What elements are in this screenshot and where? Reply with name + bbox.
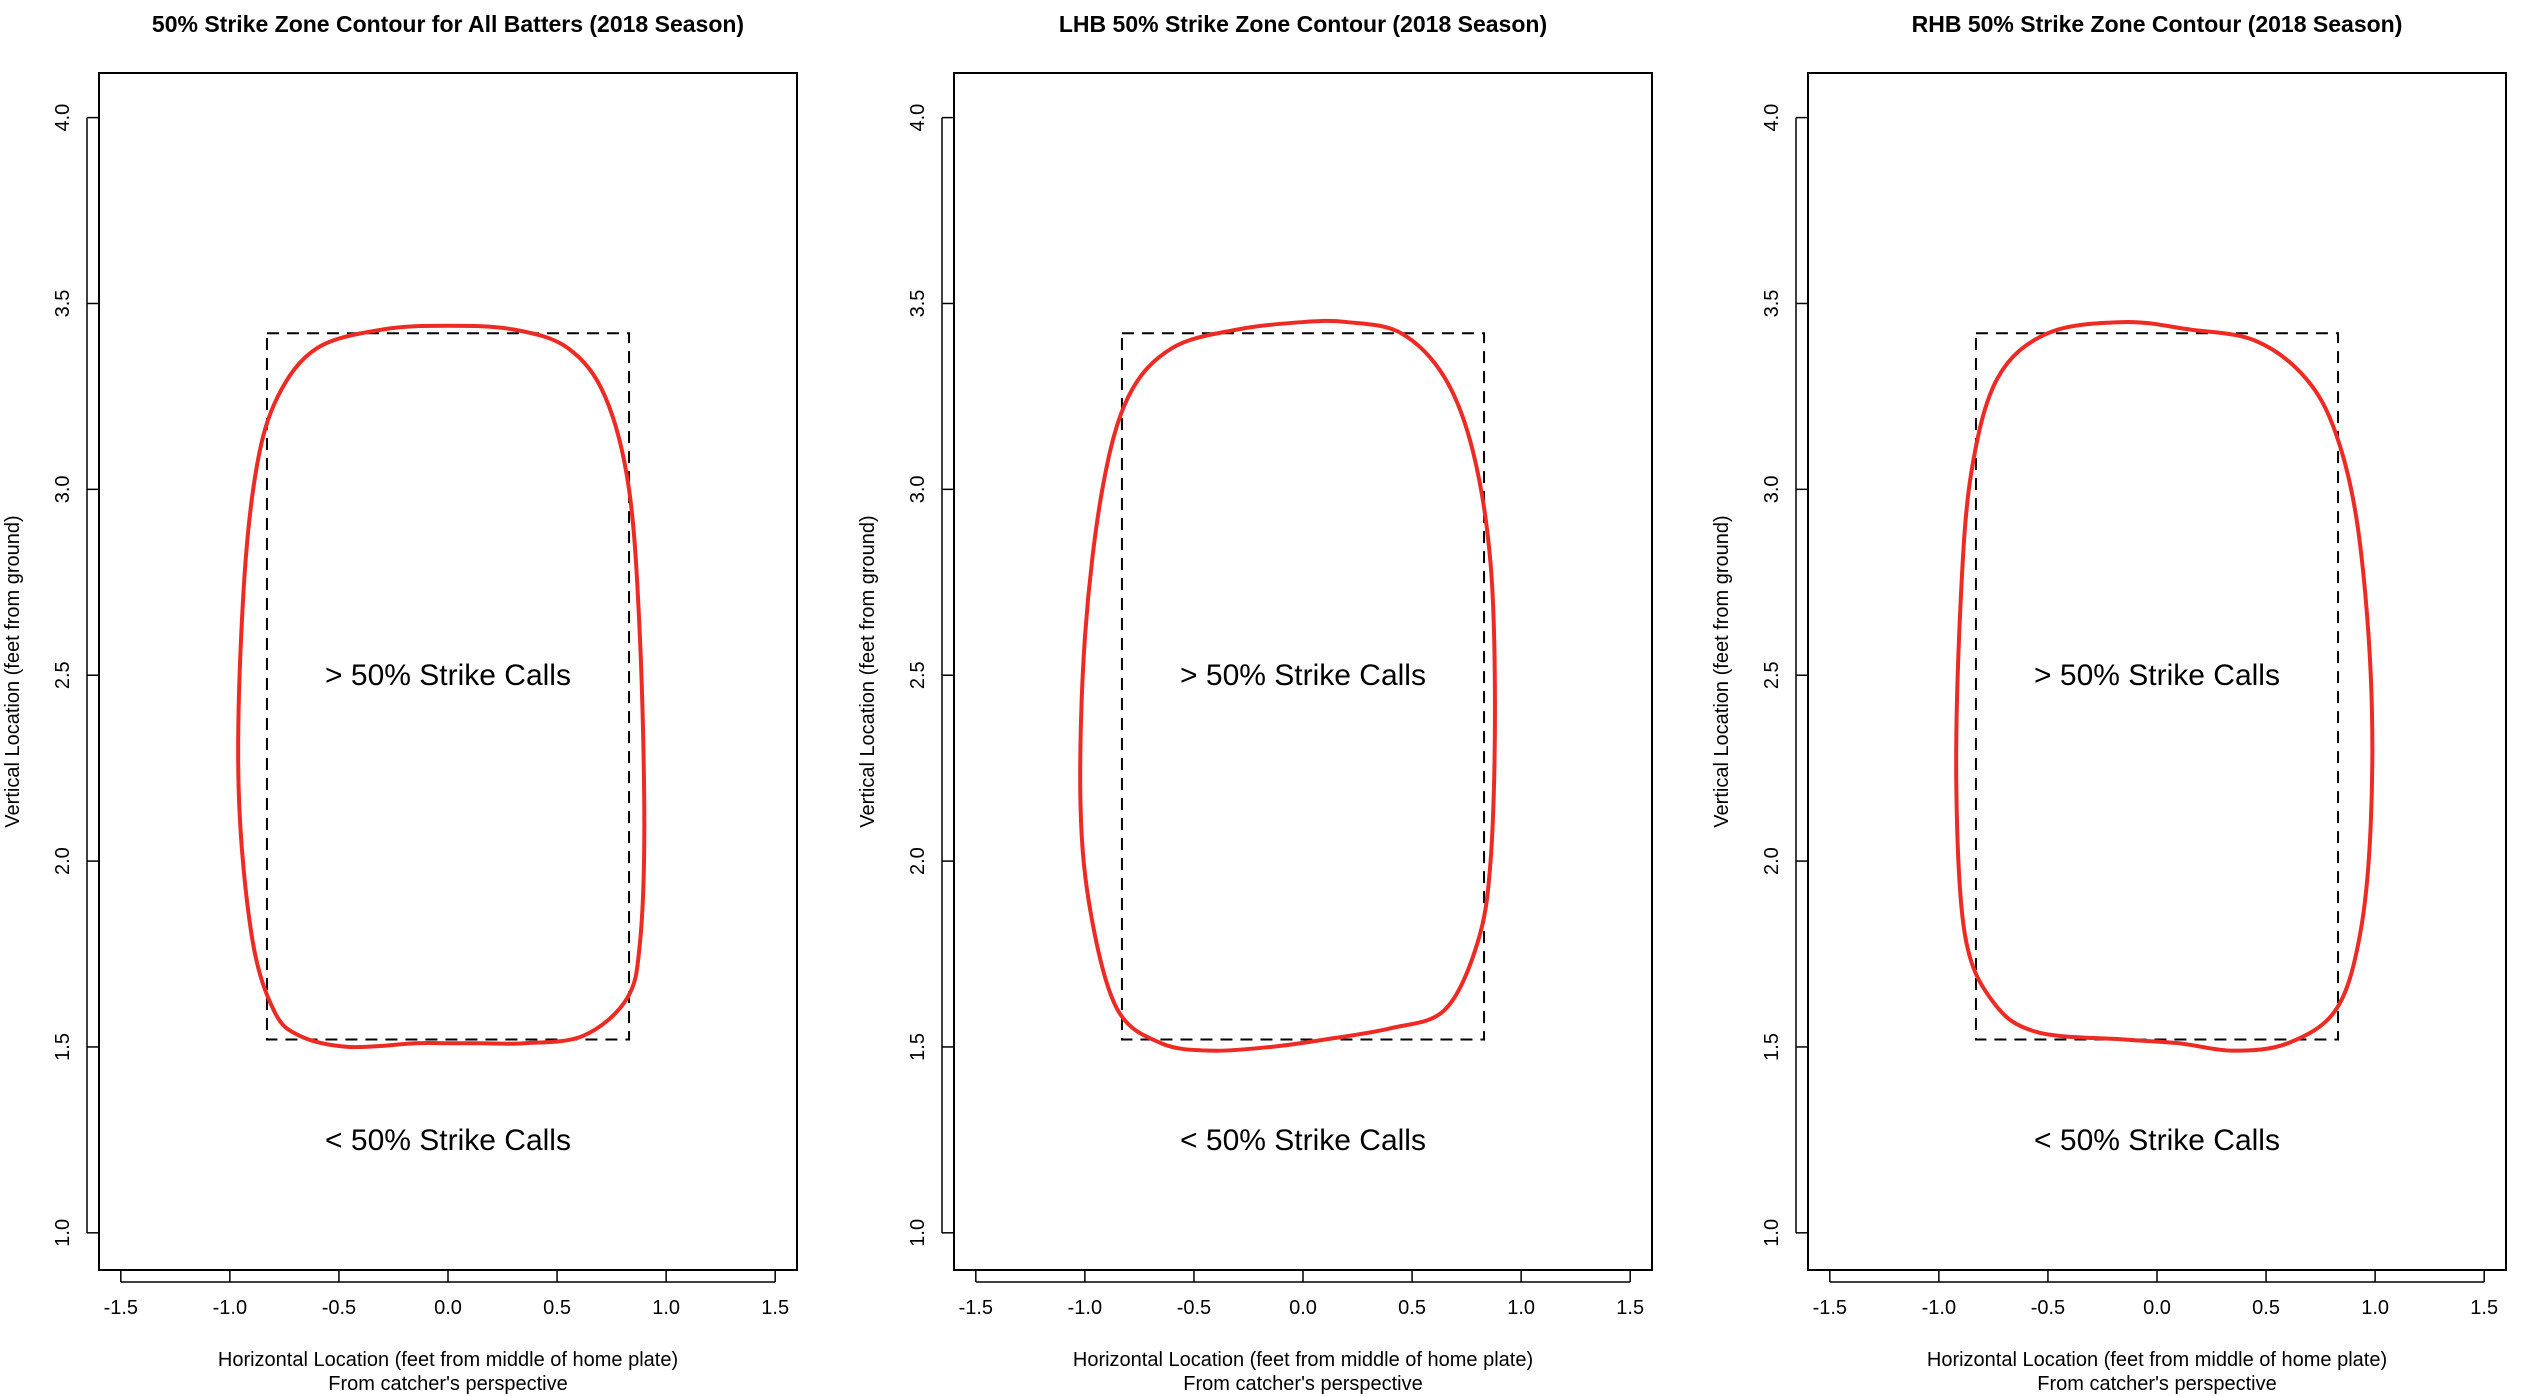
x-axis-title: Horizontal Location (feet from middle of… (1073, 1349, 1533, 1371)
outside-region-label: < 50% Strike Calls (2034, 1124, 2280, 1157)
y-tick-label: 4.0 (907, 104, 929, 132)
inside-region-label: > 50% Strike Calls (325, 659, 571, 692)
y-axis-title: Vertical Location (feet from ground) (1711, 515, 1733, 827)
y-tick-label: 3.5 (907, 290, 929, 318)
x-tick-label: -0.5 (2031, 1297, 2065, 1319)
rulebook-strike-zone (1974, 332, 2340, 1041)
y-tick-label: 3.0 (52, 475, 74, 503)
y-tick-label: 2.5 (1761, 661, 1783, 689)
y-tick-label: 2.5 (907, 661, 929, 689)
x-tick-label: 1.5 (761, 1297, 789, 1319)
x-tick-label: 1.5 (1616, 1297, 1644, 1319)
chart-title: RHB 50% Strike Zone Contour (2018 Season… (1912, 11, 2403, 37)
chart-panel-3: RHB 50% Strike Zone Contour (2018 Season… (1711, 11, 2507, 1395)
y-tick-label: 1.5 (907, 1033, 929, 1061)
x-tick-label: 0.5 (543, 1297, 571, 1319)
inside-region-label: > 50% Strike Calls (1180, 659, 1426, 692)
y-axis-title: Vertical Location (feet from ground) (857, 515, 879, 827)
x-axis-subtitle: From catcher's perspective (1183, 1373, 1422, 1395)
y-tick-label: 1.0 (52, 1219, 74, 1247)
rulebook-strike-zone (1120, 332, 1486, 1041)
y-tick-label: 4.0 (52, 104, 74, 132)
y-tick-label: 2.0 (1761, 847, 1783, 875)
x-tick-label: -1.5 (1813, 1297, 1847, 1319)
chart-panel-1: 50% Strike Zone Contour for All Batters … (2, 11, 798, 1395)
chart-title: 50% Strike Zone Contour for All Batters … (152, 11, 744, 37)
x-tick-label: 0.0 (1289, 1297, 1317, 1319)
y-tick-label: 3.5 (1761, 290, 1783, 318)
y-tick-label: 4.0 (1761, 104, 1783, 132)
x-tick-label: -0.5 (322, 1297, 356, 1319)
x-axis-title: Horizontal Location (feet from middle of… (1927, 1349, 2387, 1371)
y-tick-label: 3.0 (1761, 475, 1783, 503)
outside-region-label: < 50% Strike Calls (1180, 1124, 1426, 1157)
fifty-percent-contour (1954, 320, 2375, 1053)
rulebook-strike-zone (265, 332, 631, 1041)
fifty-percent-contour (236, 323, 647, 1050)
inside-region-label: > 50% Strike Calls (2034, 659, 2280, 692)
x-tick-label: 0.5 (1398, 1297, 1426, 1319)
x-axis-subtitle: From catcher's perspective (2037, 1373, 2276, 1395)
x-tick-label: 0.5 (2252, 1297, 2280, 1319)
x-tick-label: -1.5 (104, 1297, 138, 1319)
y-tick-label: 1.5 (1761, 1033, 1783, 1061)
y-tick-label: 2.0 (52, 847, 74, 875)
x-tick-label: -1.0 (1068, 1297, 1102, 1319)
x-tick-label: 0.0 (434, 1297, 462, 1319)
x-tick-label: -0.5 (1177, 1297, 1211, 1319)
x-tick-label: 1.5 (2470, 1297, 2498, 1319)
y-tick-label: 1.5 (52, 1033, 74, 1061)
fifty-percent-contour (1078, 318, 1497, 1053)
outside-region-label: < 50% Strike Calls (325, 1124, 571, 1157)
y-tick-label: 1.0 (907, 1219, 929, 1247)
x-tick-label: 1.0 (1507, 1297, 1535, 1319)
chart-panel-2: LHB 50% Strike Zone Contour (2018 Season… (857, 11, 1653, 1395)
y-tick-label: 3.0 (907, 475, 929, 503)
x-tick-label: 1.0 (2361, 1297, 2389, 1319)
x-axis-subtitle: From catcher's perspective (328, 1373, 567, 1395)
y-tick-label: 2.0 (907, 847, 929, 875)
x-tick-label: -1.0 (1922, 1297, 1956, 1319)
y-axis-title: Vertical Location (feet from ground) (2, 515, 24, 827)
x-tick-label: 0.0 (2143, 1297, 2171, 1319)
chart-title: LHB 50% Strike Zone Contour (2018 Season… (1059, 11, 1547, 37)
y-tick-label: 1.0 (1761, 1219, 1783, 1247)
y-tick-label: 2.5 (52, 661, 74, 689)
x-tick-label: -1.5 (959, 1297, 993, 1319)
x-tick-label: -1.0 (213, 1297, 247, 1319)
y-tick-label: 3.5 (52, 290, 74, 318)
x-axis-title: Horizontal Location (feet from middle of… (218, 1349, 678, 1371)
x-tick-label: 1.0 (652, 1297, 680, 1319)
